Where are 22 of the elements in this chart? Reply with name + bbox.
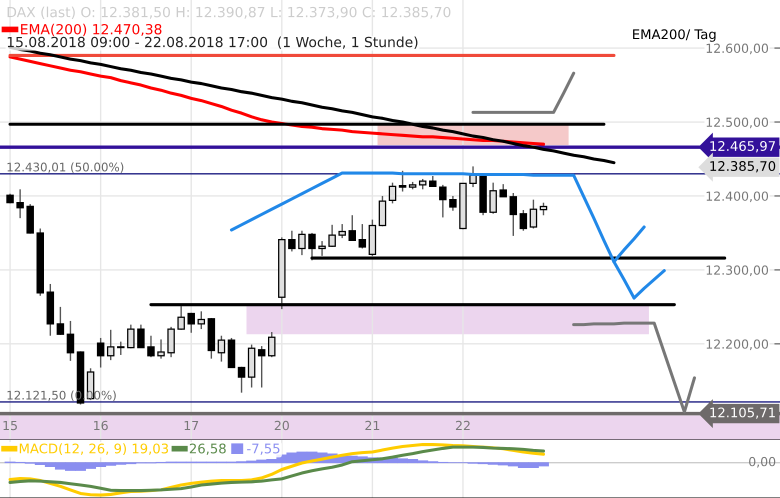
- legend-label: -7,55: [247, 444, 280, 455]
- y-tick-label: 12.400,00: [706, 191, 768, 202]
- annotation: EMA200/ Tag: [633, 29, 716, 42]
- x-tick-label: 20: [274, 420, 289, 430]
- legend-label: EMA(200) 12.470,38: [21, 24, 162, 36]
- y-tick-label: 12.500,00: [706, 117, 768, 128]
- legend-label: MACD(12, 26, 9) 19,03: [20, 443, 168, 456]
- x-tick-label: 15: [3, 420, 17, 430]
- legend-label: 26,58: [190, 444, 226, 455]
- x-tick-label: 16: [94, 420, 108, 430]
- y-tick-label: 12.200,00: [706, 339, 768, 350]
- x-tick-label: 21: [365, 420, 380, 430]
- annotation: 0,00: [749, 456, 776, 468]
- x-tick-label: 22: [456, 420, 470, 430]
- y-tick-label: 12.600,00: [706, 44, 768, 54]
- y-tick-label: 12.300,00: [706, 265, 768, 276]
- text: 15.08.2018 09:00 - 22.08.2018 17:00 (1 Woche, 1 Stunde): [8, 36, 418, 49]
- annotation: 12.430,01 (50.00%): [8, 162, 124, 173]
- annotation: 12.385,70: [710, 161, 776, 172]
- ref-line-label: 12.105,71: [710, 407, 775, 419]
- ref-line-label: 12.465,97: [710, 141, 775, 152]
- x-tick-label: 17: [184, 420, 198, 430]
